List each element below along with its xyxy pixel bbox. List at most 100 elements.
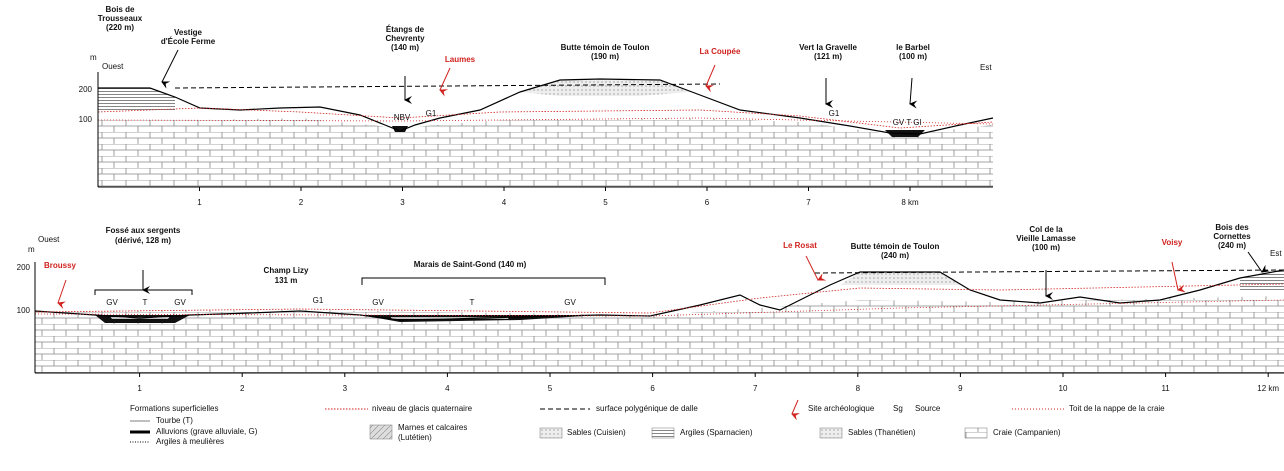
x-tick-label: 7 — [753, 384, 758, 393]
x-tick-label: 4 — [445, 384, 450, 393]
legend-symbol: Sg — [893, 404, 903, 413]
place: (100 m) — [1032, 243, 1060, 252]
place: Vestige — [174, 28, 203, 37]
place: (220 m) — [106, 23, 134, 32]
place: (190 m) — [591, 52, 619, 61]
x-tick-label: 3 — [400, 198, 405, 207]
place: Étangs de — [386, 25, 425, 34]
place: (240 m) — [881, 251, 909, 260]
glacis-level — [97, 107, 994, 129]
butte-sables — [840, 272, 960, 285]
legend-item: (Lutétien) — [398, 433, 432, 442]
legend-item: Tourbe (T) — [156, 416, 193, 425]
place: 131 m — [275, 276, 298, 285]
x-tick-label: 5 — [603, 198, 608, 207]
swatch — [791, 399, 801, 421]
butte-sables — [520, 79, 690, 96]
place: Butte témoin de Toulon — [561, 43, 650, 52]
mark: G1 — [313, 296, 324, 305]
x-tick-label: 1 — [197, 198, 202, 207]
y-tick-label: 100 — [17, 306, 31, 315]
x-tick-label: 11 — [1161, 384, 1170, 393]
legend-item: surface polygénique de dalle — [596, 404, 698, 413]
mark: T — [470, 298, 475, 307]
x-tick-label: 1 — [137, 384, 142, 393]
legend-item: Sables (Thanétien) — [848, 428, 916, 437]
legend-item: Alluvions (grave alluviale, G) — [156, 427, 258, 436]
arrow — [705, 64, 716, 93]
sands-argiles — [1240, 270, 1284, 290]
village: Voisy — [1162, 238, 1183, 247]
place: le Barbel — [896, 43, 930, 52]
legend-item: Toit de la nappe de la craie — [1069, 404, 1165, 413]
mark: GV — [564, 298, 576, 307]
sands-argiles — [98, 88, 175, 110]
swatch — [651, 427, 675, 439]
legend-item: niveau de glacis quaternaire — [372, 404, 473, 413]
x-tick-label: 12 km — [1257, 384, 1279, 393]
mark: GV — [174, 298, 186, 307]
x-tick-label: 6 — [650, 384, 655, 393]
mark: G1 — [426, 109, 437, 118]
x-tick-label: 8 — [856, 384, 861, 393]
place: (121 m) — [814, 52, 842, 61]
legend-item: Sables (Cuisien) — [567, 428, 626, 437]
legend-item: Craie (Campanien) — [993, 428, 1061, 437]
swatch — [369, 424, 393, 440]
arrow — [161, 49, 179, 89]
place: Champ Lizy — [264, 266, 309, 275]
bracket — [361, 277, 606, 285]
x-tick-label: 10 — [1059, 384, 1068, 393]
x-tick-label: 4 — [502, 198, 507, 207]
arrow — [439, 67, 451, 97]
x-tick-label: 8 km — [901, 198, 919, 207]
mark: GV — [106, 298, 118, 307]
place: Chevrenty — [385, 34, 425, 43]
mark: GV — [372, 298, 384, 307]
swatch — [819, 427, 843, 439]
place: Marais de Saint-Gond (140 m) — [414, 260, 527, 269]
chalk — [98, 118, 993, 187]
place: Fossé aux sergents — [106, 226, 181, 235]
swatch — [964, 427, 988, 439]
glacis-level — [34, 283, 1284, 314]
x-tick-label: 2 — [299, 198, 304, 207]
east: Est — [980, 63, 992, 72]
east: Est — [1270, 249, 1282, 258]
village: Laumes — [445, 55, 476, 64]
y-tick-label: 200 — [79, 85, 93, 94]
y-tick-label: 100 — [79, 115, 93, 124]
mark: GV T Gl — [893, 118, 922, 127]
x-tick-label: 5 — [548, 384, 553, 393]
legend-heading: Formations superficielles — [130, 404, 218, 413]
legend-item: Argiles (Sparnacien) — [680, 428, 753, 437]
west: Ouest — [38, 235, 60, 244]
legend-item: Argiles à meulières — [156, 437, 224, 446]
arrow — [909, 77, 918, 109]
x-tick-label: 3 — [343, 384, 348, 393]
polygenic-surface — [174, 83, 721, 89]
place: Vert la Gravelle — [799, 43, 857, 52]
swatch — [539, 427, 563, 439]
place: Bois des — [1215, 223, 1249, 232]
unit: m — [28, 245, 35, 254]
mark: G1 — [829, 109, 840, 118]
place: d'École Ferme — [161, 37, 216, 46]
legend: Formations superficielles Tourbe (T) All… — [130, 399, 1165, 446]
x-tick-label: 9 — [958, 384, 963, 393]
arrow — [805, 255, 827, 281]
y-tick-label: 200 — [17, 263, 31, 272]
polygenic-surface — [814, 269, 1284, 274]
place: Bois de — [106, 5, 135, 14]
unit: m — [90, 53, 97, 62]
mark: NBV — [394, 113, 411, 122]
place: Cornettes — [1213, 232, 1251, 241]
place: Butte témoin de Toulon — [851, 242, 940, 251]
arrow — [1171, 261, 1186, 293]
bracket — [94, 289, 193, 295]
west: Ouest — [102, 62, 124, 71]
place: (140 m) — [391, 43, 419, 52]
x-tick-label: 7 — [806, 198, 811, 207]
